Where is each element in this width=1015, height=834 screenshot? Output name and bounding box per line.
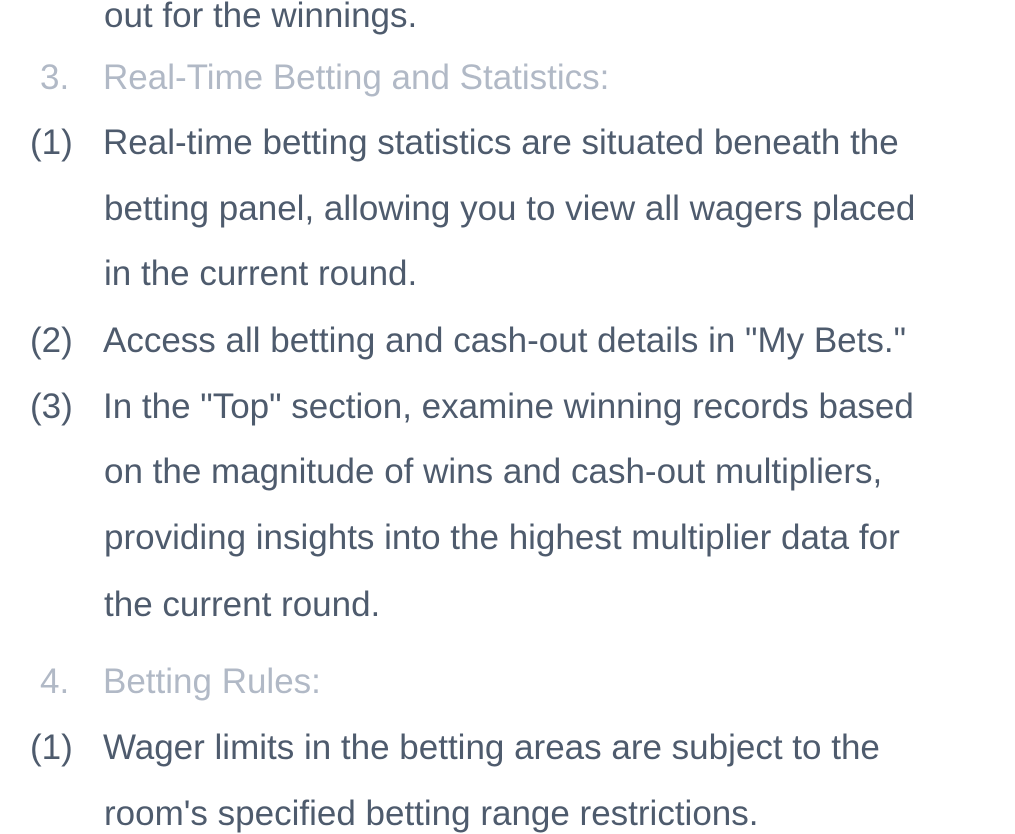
list-item-text: on the magnitude of wins and cash-out mu… xyxy=(104,452,883,491)
list-marker: (3) xyxy=(30,387,73,426)
list-marker: (2) xyxy=(30,321,73,360)
paragraph-text: out for the winnings. xyxy=(104,0,418,35)
list-marker: (1) xyxy=(30,123,73,162)
section-title: Real-Time Betting and Statistics: xyxy=(103,58,610,97)
list-item-text: Wager limits in the betting areas are su… xyxy=(103,728,880,767)
list-item-text: Access all betting and cash-out details … xyxy=(103,321,907,360)
list-item-text: Real-time betting statistics are situate… xyxy=(103,123,899,162)
list-marker: (1) xyxy=(30,728,73,767)
list-item-text: in the current round. xyxy=(104,254,418,293)
list-item-text: the current round. xyxy=(104,585,381,624)
list-item-text: room's specified betting range restricti… xyxy=(104,794,759,833)
list-item-text: In the "Top" section, examine winning re… xyxy=(103,387,914,426)
list-item-text: betting panel, allowing you to view all … xyxy=(104,189,916,228)
list-item-text: providing insights into the highest mult… xyxy=(104,518,900,557)
section-title: Betting Rules: xyxy=(103,662,321,701)
section-number: 3. xyxy=(40,58,70,97)
section-number: 4. xyxy=(40,662,70,701)
